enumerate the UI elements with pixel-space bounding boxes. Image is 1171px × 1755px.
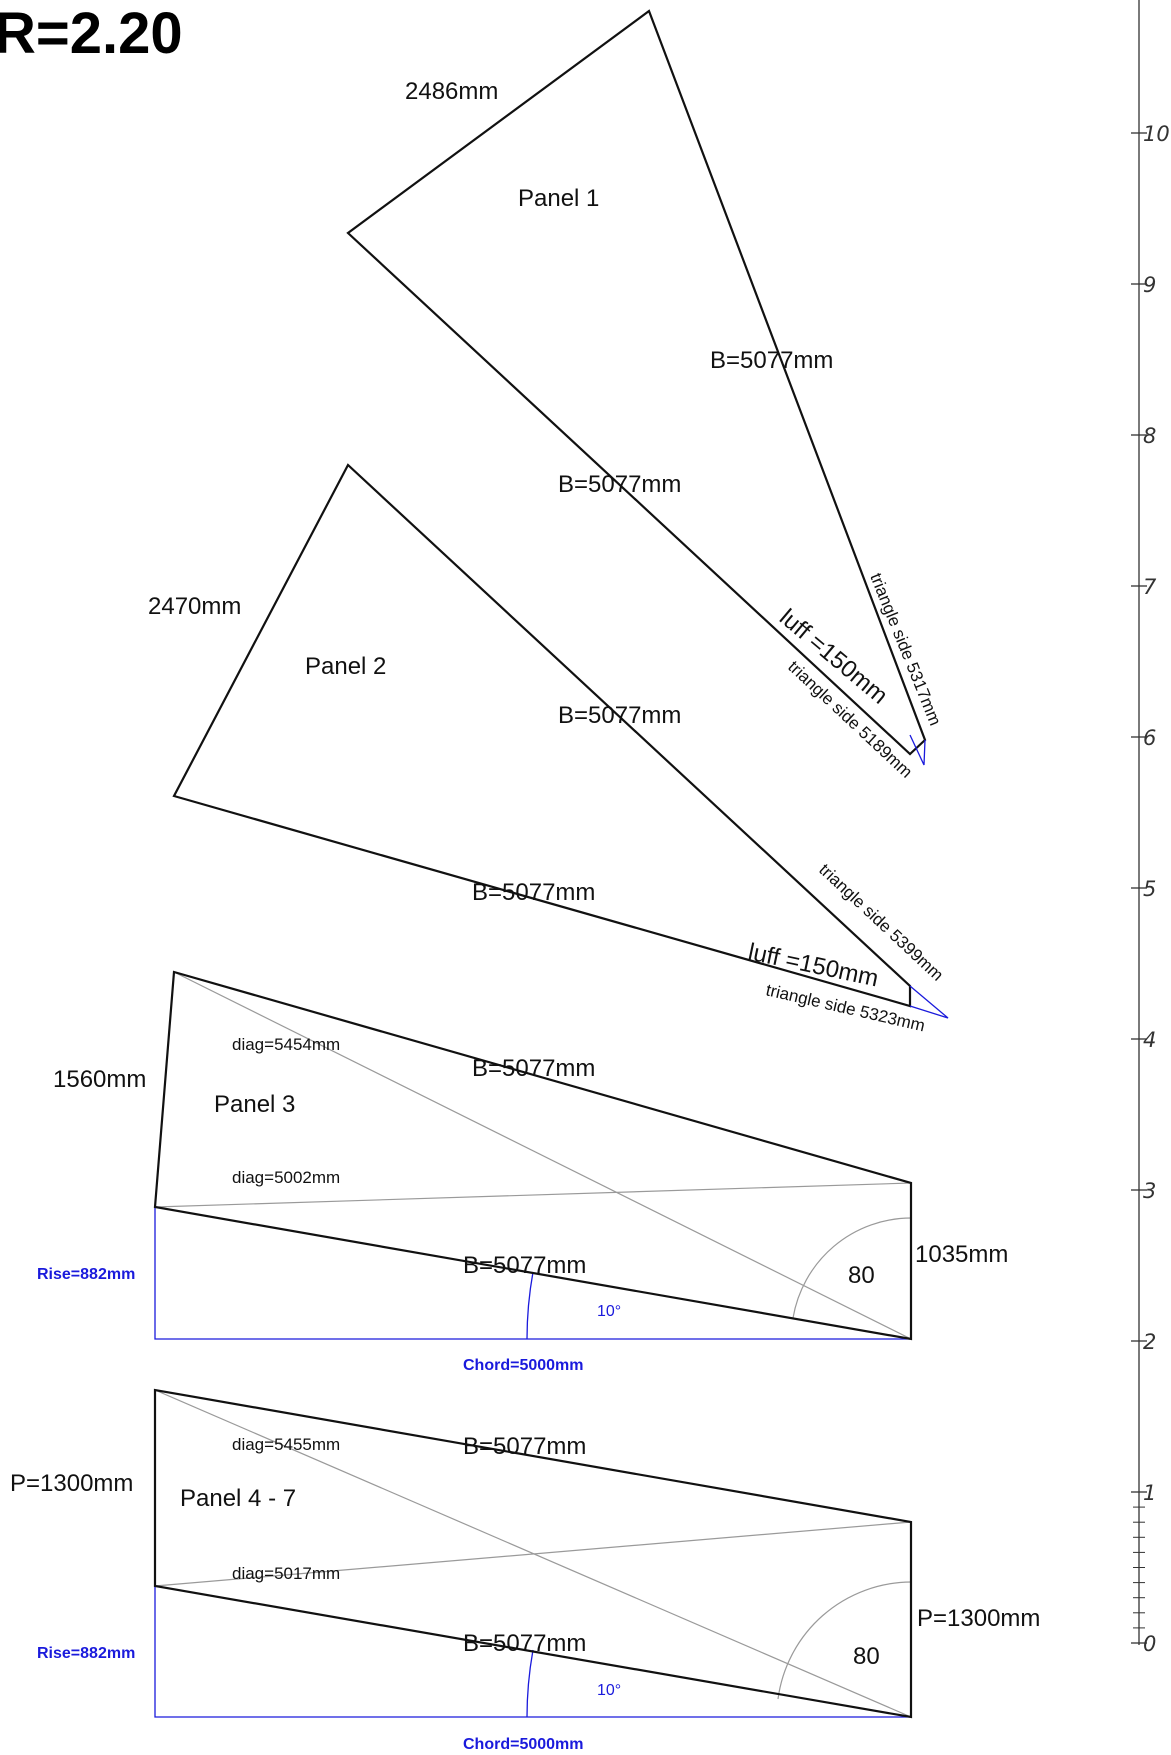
ruler-label: 1 xyxy=(1143,1481,1156,1505)
ruler-label: 4 xyxy=(1143,1028,1156,1052)
ruler-label: 9 xyxy=(1143,273,1156,297)
ruler-label: 7 xyxy=(1143,575,1157,599)
ruler-label: 6 xyxy=(1143,726,1156,750)
panel-4-left-edge-label: P=1300mm xyxy=(10,1470,133,1497)
panel-3-diag-2-label: diag=5002mm xyxy=(232,1168,340,1187)
panel-4-diag-2-label: diag=5017mm xyxy=(232,1564,340,1583)
panel-4-angle-label: 80 xyxy=(853,1643,880,1670)
panel-3-left-edge-label: 1560mm xyxy=(53,1066,146,1093)
panel-3-b-top-label: B=5077mm xyxy=(472,1055,595,1082)
panel-3-b-bottom-label: B=5077mm xyxy=(463,1252,586,1279)
panel-4-7: P=1300mm Panel 4 - 7 diag=5455mm diag=50… xyxy=(10,1388,1040,1753)
panel-3-angle-arc xyxy=(792,1217,912,1319)
panel-4-outline xyxy=(153,1388,913,1719)
ruler-label: 5 xyxy=(1143,877,1156,901)
panel-2-b-top-label: B=5077mm xyxy=(558,702,681,729)
panel-3-diag-1-label: diag=5454mm xyxy=(232,1035,340,1054)
panel-3-name: Panel 3 xyxy=(214,1091,295,1118)
panel-2-b-bottom-label: B=5077mm xyxy=(472,879,595,906)
scale-ruler: 0 1 2 3 4 5 6 7 8 9 10 xyxy=(1131,0,1170,1656)
panel-3-angle-label: 80 xyxy=(848,1262,875,1289)
panel-3-outline xyxy=(153,970,913,1341)
panel-3-rise-chord-lines xyxy=(154,1207,911,1340)
panel-1: 2486mm Panel 1 B=5077mm B=5077mm luff =1… xyxy=(346,9,945,782)
panel-1-top-edge-label: 2486mm xyxy=(405,78,498,105)
panel-4-degree-label: 10° xyxy=(597,1682,621,1699)
panel-4-10deg-arc xyxy=(526,1649,534,1718)
panel-3-chord-label: Chord=5000mm xyxy=(463,1357,584,1374)
panel-2-luff-label: luff =150mm xyxy=(746,938,881,992)
panel-4-rise-chord-lines xyxy=(154,1586,911,1718)
panel-2-luff-triangle xyxy=(909,985,949,1019)
panel-2-outline xyxy=(172,463,912,1008)
panel-4-rise-label: Rise=882mm xyxy=(37,1645,135,1662)
panel-3-rise-label: Rise=882mm xyxy=(37,1266,135,1283)
panel-3-degree-label: 10° xyxy=(597,1303,621,1320)
panel-4-name: Panel 4 - 7 xyxy=(180,1485,296,1512)
ruler-label: 2 xyxy=(1143,1330,1156,1354)
ruler-label: 0 xyxy=(1143,1632,1156,1656)
panel-4-b-bottom-label: B=5077mm xyxy=(463,1630,586,1657)
ruler-label: 3 xyxy=(1143,1179,1156,1203)
panel-4-diagonal-2 xyxy=(154,1521,912,1587)
panel-3-10deg-arc xyxy=(526,1271,534,1340)
panel-2: 2470mm Panel 2 B=5077mm B=5077mm luff =1… xyxy=(148,463,949,1035)
ruler-label: 8 xyxy=(1143,424,1156,448)
panel-4-b-top-label: B=5077mm xyxy=(463,1433,586,1460)
panel-1-b-right-label: B=5077mm xyxy=(710,347,833,374)
panel-3-diagonal-2 xyxy=(154,1182,912,1208)
panel-1-outline xyxy=(346,9,927,756)
panel-2-top-edge-label: 2470mm xyxy=(148,593,241,620)
panel-3-right-edge-label: 1035mm xyxy=(915,1241,1008,1268)
panel-1-b-left-label: B=5077mm xyxy=(558,471,681,498)
panel-3-diagonal-1 xyxy=(173,971,912,1340)
panel-1-name: Panel 1 xyxy=(518,185,599,212)
ruler-label: 10 xyxy=(1143,122,1170,146)
panel-4-right-edge-label: P=1300mm xyxy=(917,1605,1040,1632)
panel-4-chord-label: Chord=5000mm xyxy=(463,1736,584,1753)
page-title: R=2.20 xyxy=(0,1,183,66)
panel-2-name: Panel 2 xyxy=(305,653,386,680)
panel-4-angle-arc xyxy=(777,1581,912,1700)
panel-1-luff-triangle xyxy=(909,734,926,766)
panel-3: 1560mm Panel 3 diag=5454mm diag=5002mm B… xyxy=(37,970,1008,1374)
panel-4-diag-1-label: diag=5455mm xyxy=(232,1435,340,1454)
